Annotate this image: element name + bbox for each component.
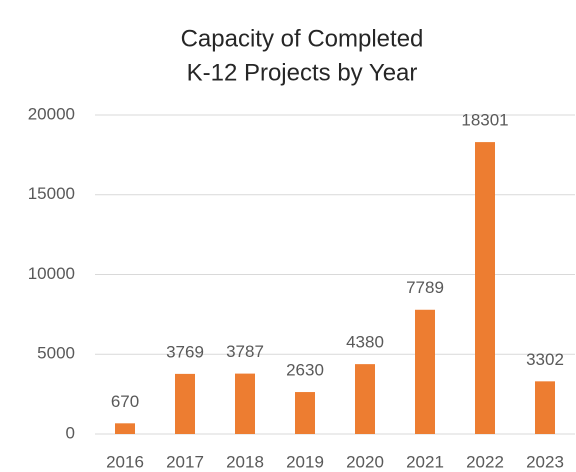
x-tick-label: 2017: [166, 452, 204, 471]
x-tick-label: 2019: [286, 452, 324, 471]
y-tick-label: 15000: [28, 184, 75, 203]
bar: [535, 381, 555, 434]
y-tick-label: 5000: [37, 344, 75, 363]
data-label: 3769: [166, 342, 204, 361]
bar: [415, 309, 435, 434]
bar: [175, 373, 195, 434]
data-label: 18301: [461, 111, 508, 130]
y-tick-label: 0: [66, 423, 75, 442]
data-label: 2630: [286, 361, 324, 380]
x-tick-label: 2022: [466, 452, 504, 471]
bar: [115, 423, 135, 434]
bar: [475, 142, 495, 434]
bar: [235, 373, 255, 434]
bar: [295, 392, 315, 434]
data-label: 7789: [406, 278, 444, 297]
data-label: 3302: [526, 350, 564, 369]
x-tick-label: 2023: [526, 452, 564, 471]
y-tick-label: 10000: [28, 264, 75, 283]
x-tick-label: 2018: [226, 452, 264, 471]
x-tick-label: 2020: [346, 452, 384, 471]
data-label: 670: [111, 392, 139, 411]
data-label: 4380: [346, 333, 384, 352]
chart-title: Capacity of Completed: [181, 25, 424, 52]
y-tick-label: 20000: [28, 104, 75, 123]
x-tick-label: 2016: [106, 452, 144, 471]
data-label: 3787: [226, 342, 264, 361]
chart-title: K-12 Projects by Year: [187, 59, 418, 86]
x-tick-label: 2021: [406, 452, 444, 471]
bar: [355, 364, 375, 434]
